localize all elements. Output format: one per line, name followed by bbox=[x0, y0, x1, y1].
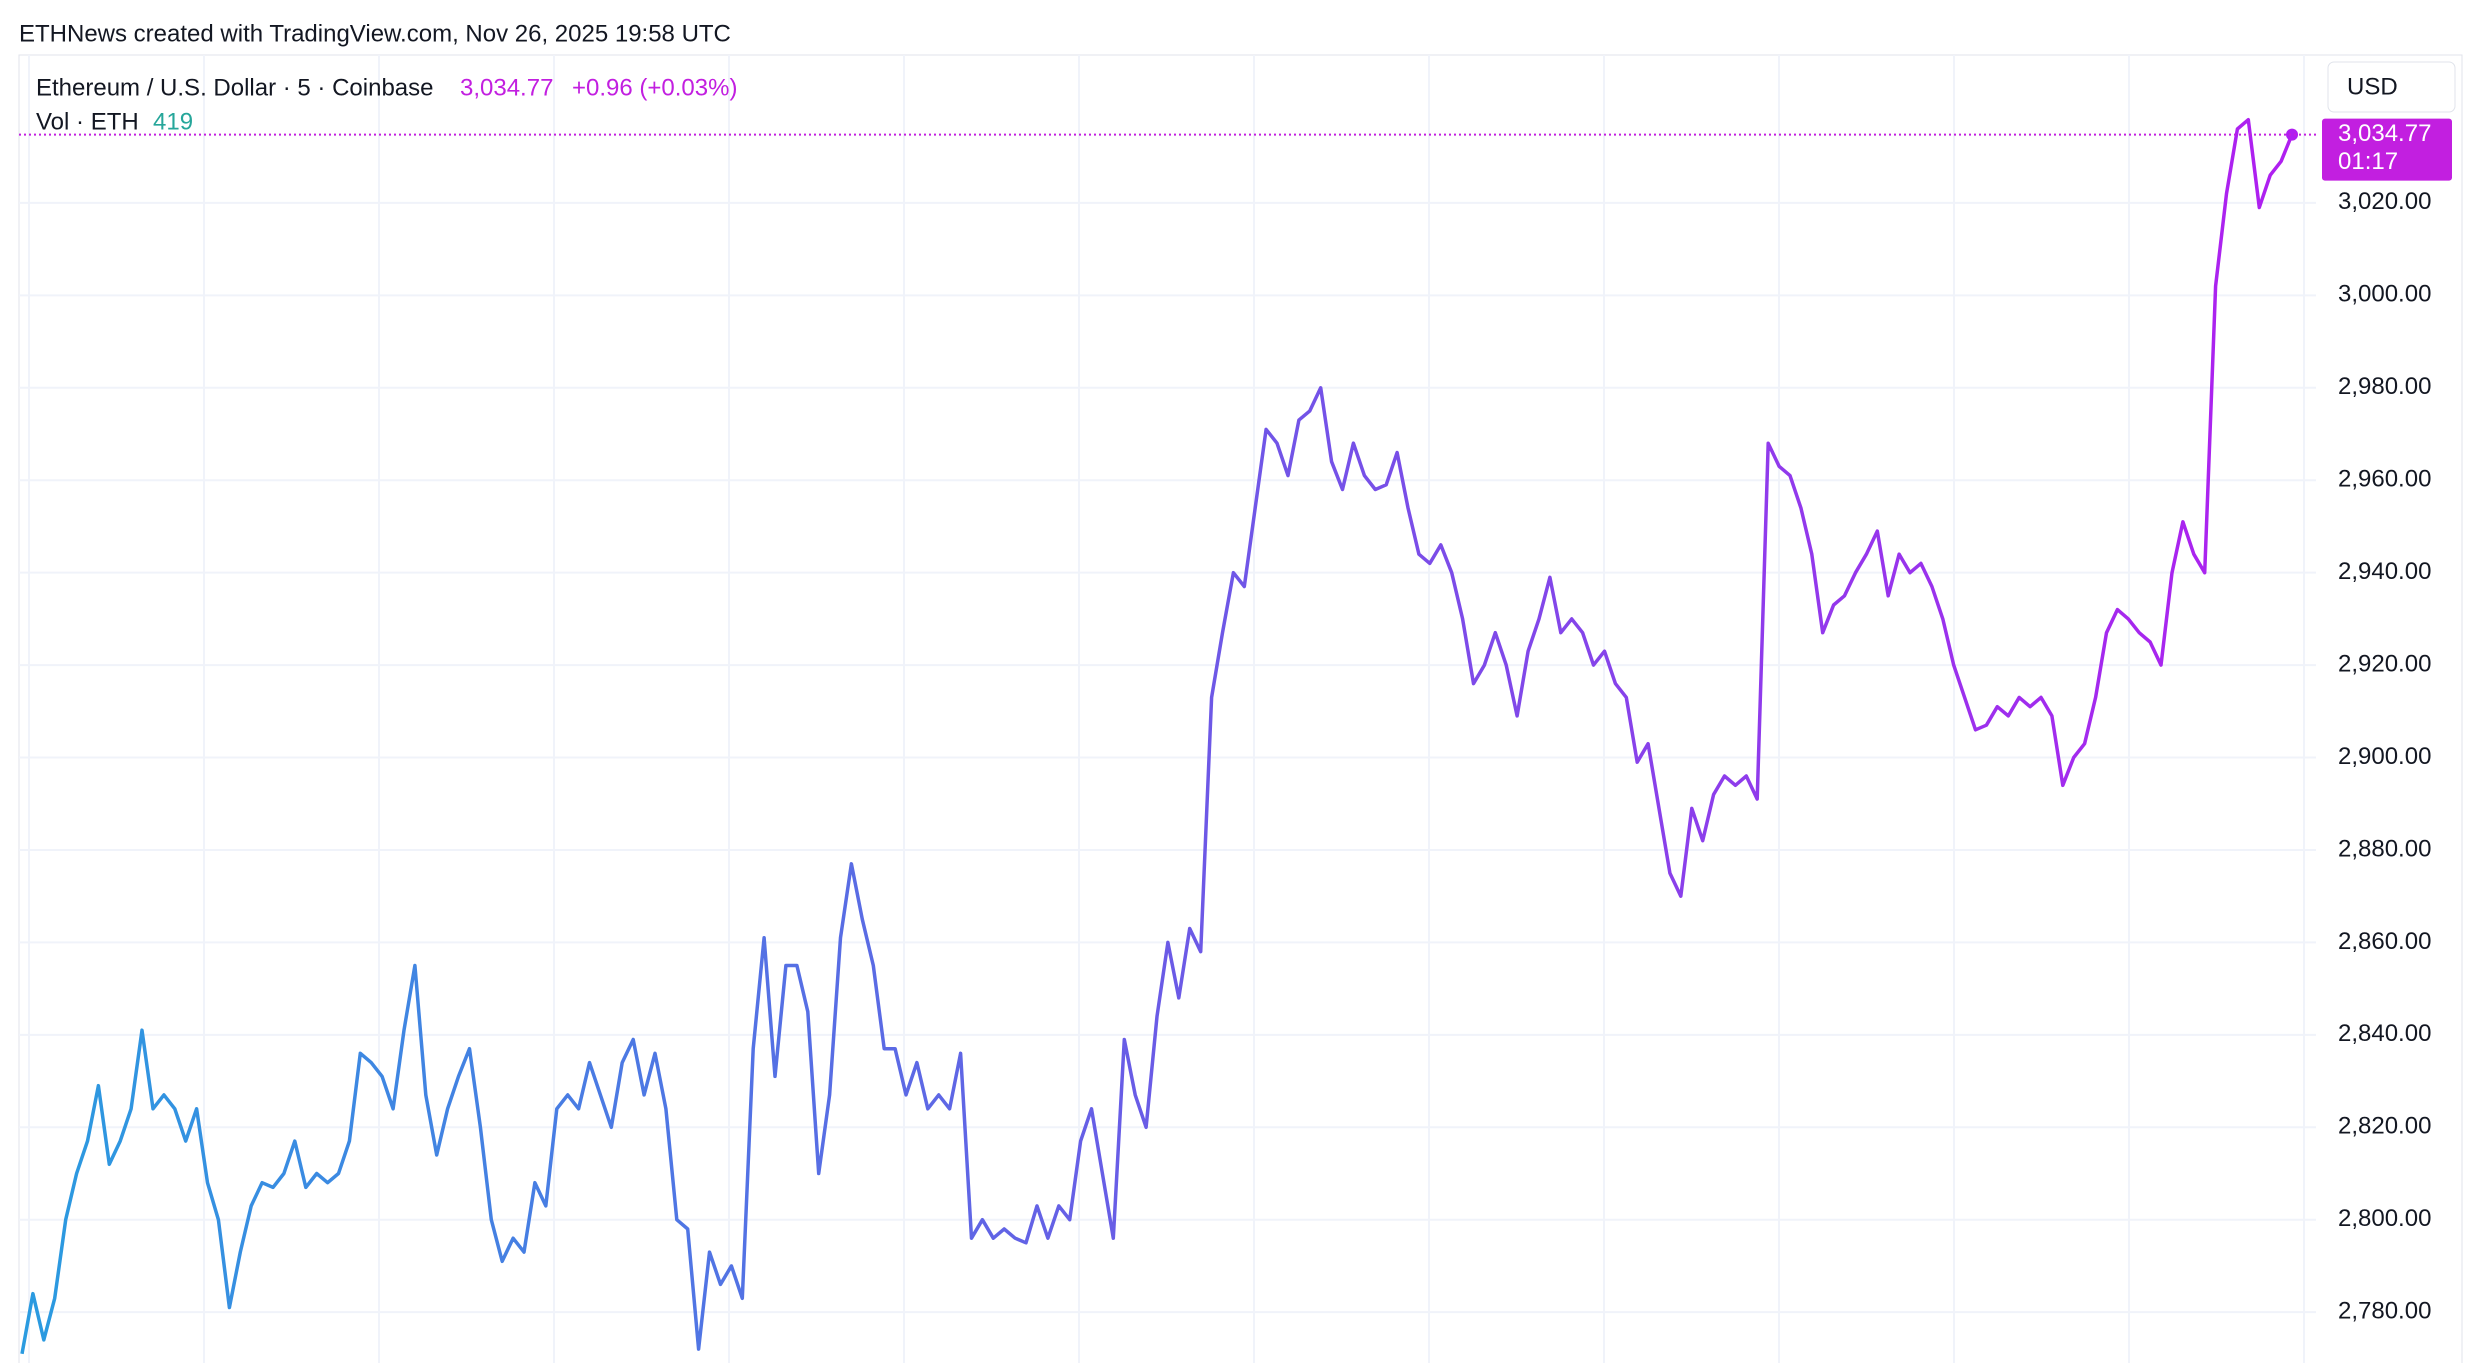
legend-change: +0.96 (+0.03%) bbox=[572, 74, 737, 101]
currency[interactable]: USD bbox=[2347, 73, 2398, 100]
y-tick-label: 2,900.00 bbox=[2338, 743, 2431, 770]
y-tick-label: 2,860.00 bbox=[2338, 928, 2431, 955]
volume-label: Vol · ETH bbox=[36, 108, 139, 135]
y-tick-label: 2,980.00 bbox=[2338, 373, 2431, 400]
y-tick-label: 2,940.00 bbox=[2338, 558, 2431, 585]
symbol: Ethereum / U.S. Dollar · 5 · Coinbase bbox=[36, 74, 434, 101]
y-tick-label: 3,000.00 bbox=[2338, 281, 2431, 308]
chart-frame bbox=[18, 54, 2463, 1363]
volume-value: 419 bbox=[153, 108, 193, 135]
y-tick-label: 2,960.00 bbox=[2338, 466, 2431, 493]
countdown: 01:17 bbox=[2338, 148, 2398, 175]
y-tick-label: 2,800.00 bbox=[2338, 1205, 2431, 1232]
plot bbox=[20, 117, 2298, 1355]
grid bbox=[19, 55, 2316, 1363]
chart-title: ETHNews created with TradingView.com, No… bbox=[19, 20, 731, 47]
currency-box[interactable] bbox=[2327, 61, 2456, 113]
y-tick-label: 2,780.00 bbox=[2338, 1298, 2431, 1325]
y-tick-label: 2,840.00 bbox=[2338, 1020, 2431, 1047]
last-point bbox=[2286, 128, 2298, 141]
price-line bbox=[20, 117, 2294, 1355]
y-tick-label: 2,920.00 bbox=[2338, 650, 2431, 677]
y-tick-label: 3,020.00 bbox=[2338, 188, 2431, 215]
y-tick-label: 2,880.00 bbox=[2338, 835, 2431, 862]
last-price-box bbox=[2322, 118, 2452, 181]
last-price-label: 3,034.77 bbox=[2338, 120, 2431, 147]
legend-price: 3,034.77 bbox=[460, 74, 553, 101]
y-tick-label: 2,820.00 bbox=[2338, 1113, 2431, 1140]
